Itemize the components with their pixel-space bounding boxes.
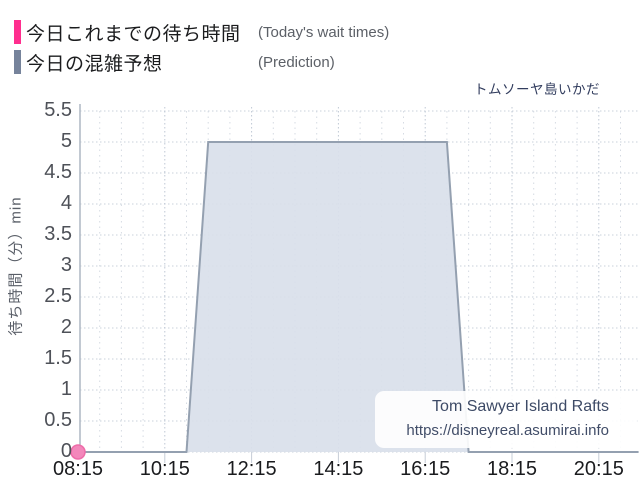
y-tick-label: 5 xyxy=(60,130,72,152)
legend: 今日これまでの待ち時間 (Today's wait times) 今日の混雑予想… xyxy=(14,17,389,77)
x-tick-label: 10:15 xyxy=(139,458,190,480)
y-tick-label: 0 xyxy=(60,440,72,462)
y-tick-label: 4.5 xyxy=(44,161,72,183)
x-tick-label: 20:15 xyxy=(573,458,624,480)
y-tick-label: 0.5 xyxy=(44,409,72,431)
legend-swatch-today xyxy=(14,20,21,44)
legend-swatch-prediction xyxy=(14,50,21,74)
y-axis-tick-labels: 5.5 5 4.5 4 3.5 3 2.5 2 1.5 1 0.5 0 xyxy=(12,0,72,500)
legend-item-today: 今日これまでの待ち時間 (Today's wait times) xyxy=(14,17,389,47)
legend-label-prediction-en: (Prediction) xyxy=(258,53,335,71)
y-tick-label: 5.5 xyxy=(44,99,72,121)
watermark: Tom Sawyer Island Rafts https://disneyre… xyxy=(375,391,637,448)
y-tick-label: 2.5 xyxy=(44,285,72,307)
watermark-attraction-name: Tom Sawyer Island Rafts xyxy=(432,398,609,415)
x-tick-label: 18:15 xyxy=(486,458,538,480)
y-tick-label: 3 xyxy=(60,254,72,276)
y-tick-label: 1 xyxy=(60,378,72,400)
legend-label-today-en: (Today's wait times) xyxy=(258,23,390,41)
x-axis-tick-labels: 08:15 10:15 12:15 14:15 16:15 18:15 20:15 xyxy=(0,458,640,488)
y-tick-label: 4 xyxy=(60,192,72,214)
x-tick-label: 08:15 xyxy=(52,458,104,480)
legend-item-prediction: 今日の混雑予想 (Prediction) xyxy=(14,47,389,77)
legend-label-prediction-jp: 今日の混雑予想 xyxy=(26,53,163,75)
x-tick-label: 12:15 xyxy=(226,458,277,480)
y-tick-label: 2 xyxy=(60,316,72,338)
y-tick-label: 3.5 xyxy=(44,223,72,245)
legend-label-today-jp: 今日これまでの待ち時間 xyxy=(26,23,241,45)
x-tick-label: 16:15 xyxy=(400,458,451,480)
watermark-url: https://disneyreal.asumirai.info xyxy=(406,422,609,439)
chart-title: トムソーヤ島いかだ xyxy=(474,82,600,97)
y-tick-label: 1.5 xyxy=(44,347,72,369)
x-tick-label: 14:15 xyxy=(313,458,364,480)
